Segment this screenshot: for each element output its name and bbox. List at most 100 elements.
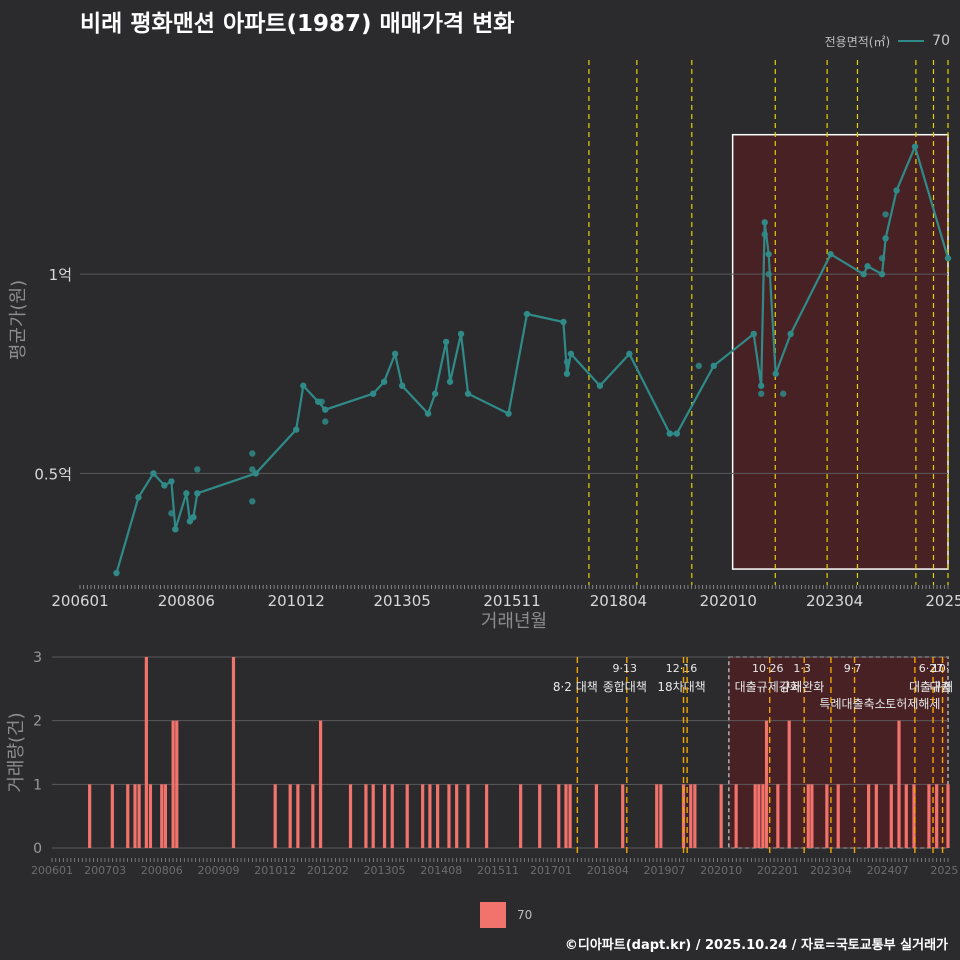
price-point (878, 270, 886, 278)
volume-bar (126, 784, 130, 848)
trade-point (249, 466, 256, 473)
volume-bar (175, 720, 179, 848)
price-point (135, 494, 142, 501)
bar-y-tick-label: 3 (33, 650, 42, 666)
volume-bar (927, 784, 931, 848)
y-tick-label: 1억 (49, 266, 72, 284)
volume-bar (390, 784, 394, 848)
price-point (391, 350, 399, 358)
price-point (168, 478, 175, 485)
price-point (758, 382, 765, 389)
legend-bottom: 70 (480, 902, 532, 928)
volume-bar (421, 784, 425, 848)
volume-bar (889, 784, 893, 848)
price-point (563, 370, 571, 377)
bar-x-tick-label: 201408 (420, 864, 462, 877)
volume-bar (231, 657, 236, 848)
price-point (860, 270, 867, 278)
price-point (464, 390, 472, 397)
volume-bar (137, 784, 141, 848)
volume-bar (693, 784, 697, 848)
event-text-label: 대출규제강화 (735, 680, 801, 694)
event-text-label: 18차대책 (657, 679, 705, 694)
x-tick-label: 201804 (590, 592, 647, 610)
volume-bar (689, 784, 693, 848)
x-tick-label: 201012 (268, 592, 325, 610)
volume-bar (133, 784, 137, 848)
x-tick-label: 201305 (374, 592, 431, 610)
bar-x-tick-label: 200909 (197, 864, 239, 877)
bar-x-tick-label: 201907 (643, 864, 685, 877)
bar-x-tick-label: 202407 (867, 864, 909, 877)
trade-point (322, 418, 329, 425)
price-point (673, 430, 681, 437)
bar-y-tick-label: 0 (33, 841, 42, 857)
price-point (523, 310, 531, 318)
bar-x-tick-label: 202201 (757, 864, 799, 877)
volume-bar (348, 784, 353, 848)
volume-bar (867, 784, 871, 848)
y-tick-label: 0.5억 (34, 465, 72, 483)
x-tick-label: 201511 (483, 592, 540, 610)
price-point (596, 382, 604, 389)
price-point (560, 318, 567, 326)
event-text-label: 특례대출축소 (819, 697, 885, 711)
x-tick-label: 2025 (925, 592, 960, 610)
bar-x-tick-label: 200703 (84, 864, 126, 877)
event-date-label: 10·26 (752, 662, 784, 675)
volume-bar (288, 784, 292, 848)
price-point (787, 330, 794, 338)
price-point (398, 382, 406, 389)
volume-bar (144, 657, 148, 848)
volume-bar (428, 784, 432, 848)
trade-point (878, 255, 886, 262)
bar-x-tick-label: 2025 (930, 864, 958, 877)
volume-bar (810, 784, 814, 848)
volume-bar (405, 784, 409, 848)
price-point (293, 426, 300, 433)
trade-point (194, 466, 201, 473)
volume-bar (681, 784, 686, 848)
volume-bar (311, 784, 315, 848)
volume-bar (761, 784, 765, 848)
price-point (864, 263, 871, 270)
price-point (772, 370, 779, 377)
volume-bar (447, 784, 451, 848)
price-point (761, 219, 768, 226)
volume-bar (382, 784, 387, 848)
volume-bar (564, 784, 568, 848)
x-axis-title: 거래년월 (481, 611, 547, 632)
event-date-label: 12·16 (666, 662, 698, 675)
price-point (194, 490, 201, 497)
price-point (431, 390, 439, 397)
x-tick-label: 200806 (158, 592, 215, 610)
price-point (300, 382, 307, 389)
volume-bar (364, 784, 368, 848)
trade-point (249, 450, 256, 457)
volume-bar (568, 784, 572, 848)
price-point (666, 430, 674, 437)
trade-point (563, 358, 571, 366)
volume-bar (163, 784, 168, 848)
bar-x-tick-label: 200806 (141, 864, 183, 877)
volume-bar (485, 784, 489, 848)
trade-point (168, 510, 175, 517)
legend-label: 70 (932, 33, 950, 49)
bar-x-tick-label: 201012 (254, 864, 296, 877)
bar-x-tick-label: 202010 (700, 864, 742, 877)
price-point (893, 187, 900, 194)
event-text-label: 종합대책 (603, 679, 647, 694)
volume-bar (371, 784, 375, 848)
volume-bar (88, 784, 92, 848)
event-date-label: 6·27 (919, 662, 944, 675)
volume-bar (836, 784, 840, 848)
trade-point (172, 526, 179, 533)
volume-bar (935, 784, 939, 848)
volume-bar (874, 784, 878, 848)
bar-x-tick-label: 200601 (31, 864, 73, 877)
volume-bar (946, 784, 950, 848)
volume-bar (594, 784, 599, 848)
bar-y-tick-label: 2 (33, 714, 42, 730)
event-date-label: 9·7 (844, 662, 862, 675)
volume-bar (273, 784, 277, 848)
